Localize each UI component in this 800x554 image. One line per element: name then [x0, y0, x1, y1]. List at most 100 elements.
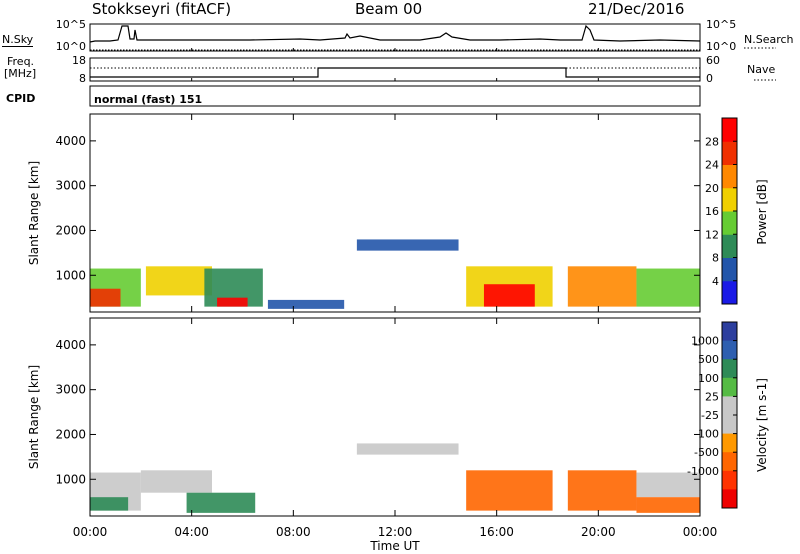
time-axis-label: Time UT [369, 539, 420, 553]
power-cbar-swatch-2 [722, 234, 737, 258]
velocity-cbar-tick-3: 25 [705, 390, 719, 403]
nave-tick-low: 0 [706, 72, 713, 85]
velocity-cbar-swatch-2 [722, 359, 737, 379]
cpid-label: CPID [6, 92, 36, 105]
time-tick-label-5: 20:00 [581, 525, 616, 539]
velocity-region-5 [466, 470, 553, 511]
cpid-panel [89, 85, 701, 107]
power-cbar-tick-6: 28 [705, 135, 719, 148]
time-tick-label-4: 16:00 [479, 525, 514, 539]
velocity-cbar-swatch-0 [722, 322, 737, 342]
nsky-label: N.Sky [2, 33, 34, 47]
power-cbar-swatch-4 [722, 187, 737, 212]
freq-tick-high: 18 [72, 54, 86, 67]
power-cbar-swatch-6 [722, 141, 737, 165]
time-tick-label-3: 12:00 [378, 525, 413, 539]
velocity-cbar-swatch-8 [722, 470, 737, 490]
power-ylabel: Slant Range [km] [27, 161, 41, 265]
noise-tick-high-right: 10^5 [706, 18, 736, 31]
velocity-cbar-tick-2: 100 [698, 372, 719, 385]
velocity-cbar-swatch-1 [722, 340, 737, 360]
velocity-region-2 [140, 470, 212, 493]
velocity-ytick-label-1: 2000 [55, 427, 86, 441]
velocity-cbar-swatch-4 [722, 396, 737, 416]
power-cbar-swatch-3 [722, 211, 737, 235]
velocity-cbar-tick-4: -25 [701, 409, 719, 422]
time-tick-label-0: 00:00 [73, 525, 108, 539]
power-cbar-swatch-5 [722, 164, 737, 189]
velocity-cbar-tick-5: -100 [694, 428, 719, 441]
velocity-y-axis: 1000 2000 3000 4000 [55, 338, 700, 486]
date-title: 21/Dec/2016 [588, 0, 685, 18]
velocity-cbar-tick-7: -1000 [687, 465, 719, 478]
freq-trace [90, 67, 700, 78]
velocity-cbar-swatch-7 [722, 452, 737, 472]
power-cbar-tick-1: 8 [712, 252, 719, 265]
power-cbar-swatch-1 [722, 257, 737, 282]
power-region-8 [567, 266, 637, 307]
freq-unit-label: [MHz] [4, 67, 37, 80]
velocity-region-1 [90, 497, 129, 511]
velocity-region-6 [567, 470, 637, 511]
velocity-ytick-label-0: 1000 [55, 472, 86, 486]
velocity-cbar-tick-0: 1000 [691, 335, 719, 348]
power-region-1 [145, 266, 212, 296]
velocity-region-3 [186, 492, 256, 513]
noise-panel: 10^5 10^0 10^5 10^0 [56, 18, 776, 53]
beam-title: Beam 00 [355, 0, 423, 18]
power-y-axis: 1000 2000 3000 4000 [55, 134, 700, 282]
freq-label: Freq. [7, 55, 35, 68]
velocity-cbar-swatch-5 [722, 415, 737, 435]
velocity-cbar-label: Velocity [m s-1] [755, 378, 769, 472]
power-colorbar: 4 8 12 16 20 24 28 [705, 117, 738, 305]
nave-tick-high: 60 [706, 54, 720, 67]
power-region-10 [90, 288, 121, 307]
power-cbar-swatch-7 [722, 118, 737, 142]
power-region-5 [356, 239, 459, 251]
cpid-value: normal (fast) 151 [94, 93, 203, 106]
velocity-ytick-label-3: 4000 [55, 338, 86, 352]
velocity-cbar-tick-6: -500 [694, 446, 719, 459]
noise-tick-high-left: 10^5 [56, 18, 86, 31]
power-cbar-tick-2: 12 [705, 228, 719, 241]
noise-tick-low-right: 10^0 [706, 40, 736, 53]
time-tick-label-1: 04:00 [174, 525, 209, 539]
power-cbar-tick-0: 4 [712, 275, 719, 288]
time-tick-label-6: 00:00 [683, 525, 718, 539]
power-cbar-tick-4: 20 [705, 182, 719, 195]
velocity-colorbar: 1000 500 100 25 -25 -100 -500 -1000 [687, 321, 738, 509]
power-data [90, 239, 700, 309]
power-cbar-swatch-0 [722, 280, 737, 305]
velocity-cbar-swatch-3 [722, 377, 737, 397]
power-ytick-label-0: 1000 [55, 268, 86, 282]
freq-panel: 18 8 60 0 [72, 54, 776, 85]
velocity-ytick-label-2: 3000 [55, 383, 86, 397]
velocity-ylabel: Slant Range [km] [27, 365, 41, 469]
time-axis: 00:00 04:00 08:00 12:00 16:00 20:00 00:00 [73, 48, 718, 539]
power-cbar-tick-3: 16 [705, 205, 719, 218]
power-cbar-tick-5: 24 [705, 159, 719, 172]
power-region-4 [267, 299, 345, 309]
power-ytick-label-2: 3000 [55, 179, 86, 193]
power-region-9 [636, 268, 700, 307]
station-title: Stokkseyri (fitACF) [92, 0, 232, 18]
noise-tick-low-left: 10^0 [56, 40, 86, 53]
power-ytick-label-1: 2000 [55, 223, 86, 237]
velocity-region-7 [636, 472, 700, 498]
power-cbar-label: Power [dB] [755, 179, 769, 244]
power-panel: 1000 2000 3000 4000 Slant Range [km] 4 8 12 16… [27, 113, 769, 313]
noise-sky-trace [89, 24, 701, 43]
nsearch-label: N.Search [744, 33, 794, 46]
velocity-cbar-swatch-9 [722, 489, 737, 509]
velocity-data [90, 443, 700, 513]
velocity-region-8 [636, 497, 700, 513]
velocity-region-4 [356, 443, 459, 455]
velocity-cbar-tick-1: 500 [698, 353, 719, 366]
velocity-panel: 1000 2000 3000 4000 Slant Range [km] 1000 50… [27, 317, 769, 517]
nave-label: Nave [747, 63, 776, 76]
freq-tick-low: 8 [79, 72, 86, 85]
power-ytick-label-3: 4000 [55, 134, 86, 148]
velocity-cbar-swatch-6 [722, 433, 737, 453]
power-region-3 [217, 297, 248, 307]
